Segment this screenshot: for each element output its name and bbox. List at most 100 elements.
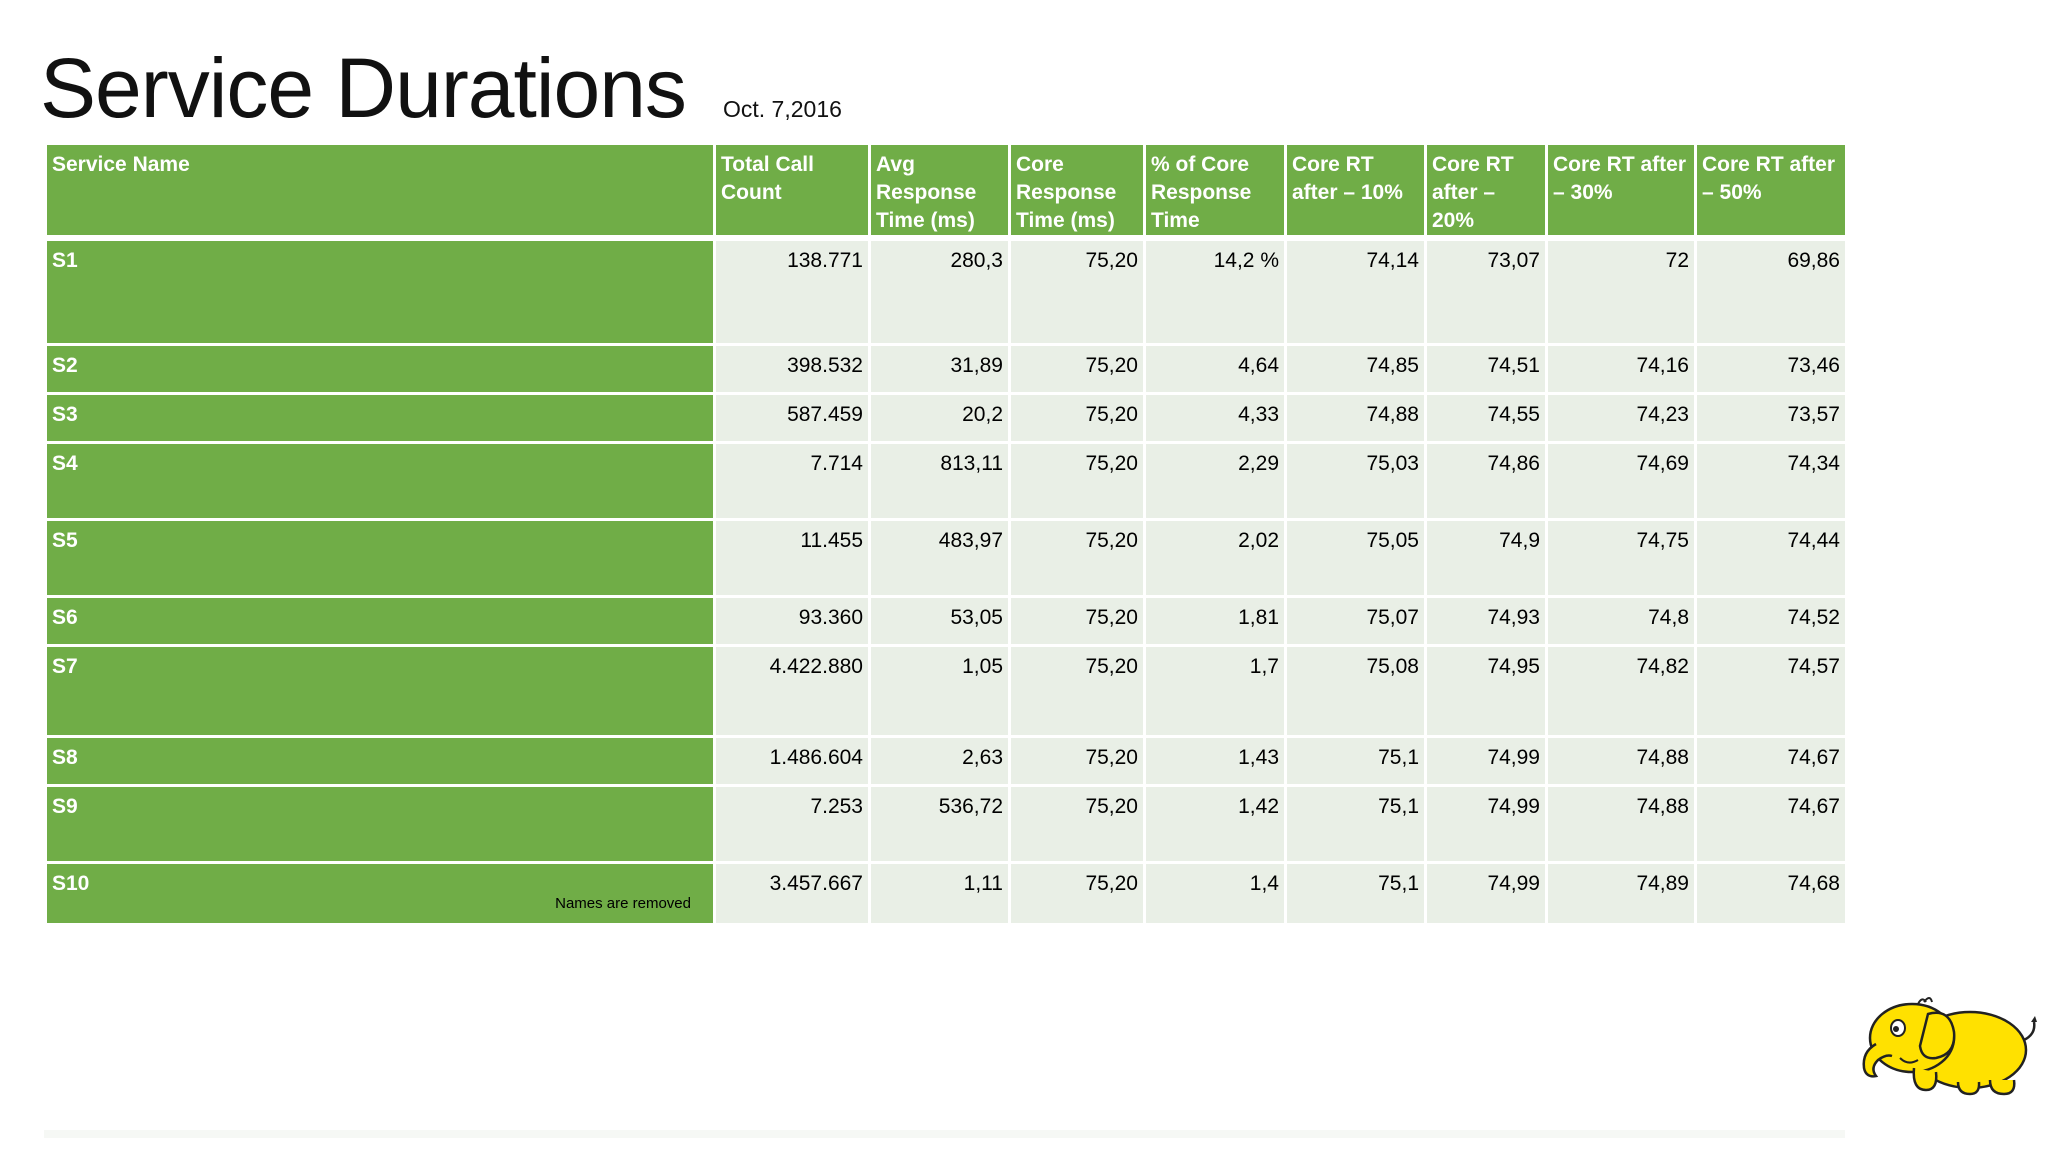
cell-text: 398.532 <box>787 353 863 377</box>
cell-text: 74,57 <box>1787 654 1840 678</box>
cell-text: 4,64 <box>1238 353 1279 377</box>
table-row: S4 7.714 813,11 75,20 2,29 75,03 74,86 74,69 74,… <box>44 440 1848 521</box>
total-call-count-cell: 138.771 <box>713 236 871 346</box>
core-rt-after-20-cell: 74,99 <box>1424 783 1548 864</box>
cell-text: 72 <box>1665 249 1689 272</box>
cell-text: 2,02 <box>1238 528 1279 552</box>
cell-text: 1,7 <box>1249 654 1279 678</box>
percent-core-response-cell: 4,33 <box>1143 391 1287 444</box>
service-name-cell: S8 <box>44 734 716 787</box>
core-rt-after-10-cell: 74,88 <box>1284 391 1427 444</box>
core-rt-after-10-cell: 75,1 <box>1284 860 1427 926</box>
core-rt-after-50-cell: 74,34 <box>1694 440 1848 521</box>
cell-text: 74,82 <box>1636 654 1689 678</box>
percent-core-response-cell: 2,29 <box>1143 440 1287 521</box>
core-response-time-cell: 75,20 <box>1008 594 1146 647</box>
cell-text: 74,88 <box>1636 745 1689 769</box>
core-rt-after-10-cell: 75,1 <box>1284 734 1427 787</box>
core-rt-after-10-cell: 75,05 <box>1284 517 1427 598</box>
avg-response-time-cell: 280,3 <box>868 236 1011 346</box>
core-rt-after-30-cell: 74,82 <box>1545 643 1697 738</box>
cell-text: 69,86 <box>1787 249 1840 272</box>
core-response-time-cell: 75,20 <box>1008 517 1146 598</box>
header-core-rt-after-10: Core RT after – 10% <box>1284 142 1427 241</box>
cell-text: 75,20 <box>1085 528 1138 552</box>
cell-text: 74,23 <box>1636 402 1689 426</box>
service-name-cell: S6 <box>44 594 716 647</box>
core-rt-after-20-cell: 73,07 <box>1424 236 1548 346</box>
core-rt-after-50-cell: 74,67 <box>1694 783 1848 864</box>
cell-text: 75,1 <box>1378 871 1419 895</box>
cell-text: 4.422.880 <box>769 654 863 678</box>
header-core-rt-after-20: Core RT after – 20% <box>1424 142 1548 241</box>
core-rt-after-50-cell: 73,57 <box>1694 391 1848 444</box>
service-name-cell: S7 <box>44 643 716 738</box>
cell-text: S10 <box>52 871 90 895</box>
core-rt-after-50-cell: 74,52 <box>1694 594 1848 647</box>
cell-text: 75,20 <box>1085 794 1138 818</box>
cell-text: 2,29 <box>1238 451 1279 475</box>
core-rt-after-30-cell: 74,16 <box>1545 342 1697 395</box>
core-rt-after-50-cell: 74,57 <box>1694 643 1848 738</box>
header-percent-core-response-time: % of Core Response Time <box>1143 142 1287 241</box>
total-call-count-cell: 11.455 <box>713 517 871 598</box>
core-rt-after-30-cell: 74,8 <box>1545 594 1697 647</box>
cell-text: 74,99 <box>1487 745 1540 769</box>
table-header-row: Service Name Total Call Count Avg Respon… <box>44 142 1848 241</box>
cell-text: 1,11 <box>963 871 1003 895</box>
cell-text: 74,67 <box>1787 794 1840 818</box>
core-rt-after-20-cell: 74,93 <box>1424 594 1548 647</box>
cell-text: 74,75 <box>1636 528 1689 552</box>
total-call-count-cell: 1.486.604 <box>713 734 871 787</box>
cell-text: 74,99 <box>1487 871 1540 895</box>
avg-response-time-cell: 31,89 <box>868 342 1011 395</box>
table-row: S10 Names are removed 3.457.667 1,11 75,20 1,… <box>44 860 1848 926</box>
service-durations-table: Service Name Total Call Count Avg Respon… <box>44 142 1848 926</box>
core-rt-after-10-cell: 74,85 <box>1284 342 1427 395</box>
cell-text: S1 <box>52 249 78 272</box>
service-name-cell: S4 <box>44 440 716 521</box>
cell-text: 74,51 <box>1487 353 1540 377</box>
cell-text: 74,55 <box>1487 402 1540 426</box>
cell-text: 1.486.604 <box>769 745 863 769</box>
cell-text: S9 <box>52 794 78 818</box>
service-name-cell: S9 <box>44 783 716 864</box>
core-rt-after-20-cell: 74,99 <box>1424 734 1548 787</box>
table-row: S9 7.253 536,72 75,20 1,42 75,1 74,99 74,88 74,6… <box>44 783 1848 864</box>
cell-text: 74,9 <box>1499 528 1540 552</box>
cell-text: 73,07 <box>1487 249 1540 272</box>
core-rt-after-10-cell: 75,08 <box>1284 643 1427 738</box>
percent-core-response-cell: 1,43 <box>1143 734 1287 787</box>
core-rt-after-30-cell: 74,88 <box>1545 734 1697 787</box>
table-row: S5 11.455 483,97 75,20 2,02 75,05 74,9 74,75 74,… <box>44 517 1848 598</box>
core-rt-after-20-cell: 74,95 <box>1424 643 1548 738</box>
core-rt-after-20-cell: 74,86 <box>1424 440 1548 521</box>
avg-response-time-cell: 813,11 <box>868 440 1011 521</box>
percent-core-response-cell: 4,64 <box>1143 342 1287 395</box>
cell-text: 74,16 <box>1636 353 1689 377</box>
cell-text: 138.771 <box>787 249 863 272</box>
core-rt-after-50-cell: 74,44 <box>1694 517 1848 598</box>
cell-text: 75,20 <box>1085 654 1138 678</box>
cell-text: 74,88 <box>1636 794 1689 818</box>
cell-text: 75,20 <box>1085 249 1138 272</box>
service-name-cell: S2 <box>44 342 716 395</box>
cell-text: 1,05 <box>962 654 1003 678</box>
table-row: S8 1.486.604 2,63 75,20 1,43 75,1 74,99 74,88 74… <box>44 734 1848 787</box>
core-rt-after-20-cell: 74,51 <box>1424 342 1548 395</box>
percent-core-response-cell: 1,7 <box>1143 643 1287 738</box>
core-rt-after-30-cell: 74,69 <box>1545 440 1697 521</box>
header-core-rt-after-50: Core RT after – 50% <box>1694 142 1848 241</box>
core-rt-after-20-cell: 74,55 <box>1424 391 1548 444</box>
core-rt-after-30-cell: 74,89 <box>1545 860 1697 926</box>
core-response-time-cell: 75,20 <box>1008 391 1146 444</box>
cell-text: 73,57 <box>1787 402 1840 426</box>
cell-text: 2,63 <box>962 745 1003 769</box>
core-rt-after-10-cell: 75,1 <box>1284 783 1427 864</box>
core-response-time-cell: 75,20 <box>1008 236 1146 346</box>
core-rt-after-50-cell: 74,68 <box>1694 860 1848 926</box>
cell-text: 813,11 <box>940 451 1003 475</box>
core-rt-after-50-cell: 74,67 <box>1694 734 1848 787</box>
cell-text: 75,1 <box>1378 794 1419 818</box>
cell-text: 587.459 <box>787 402 863 426</box>
